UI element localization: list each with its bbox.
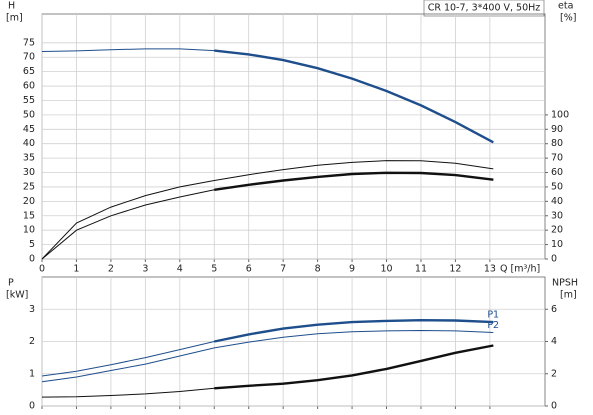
y2-tick-label: 2	[551, 368, 557, 379]
y-tick-label: 0	[29, 401, 35, 412]
x-tick-label: 8	[315, 264, 321, 275]
y2-label: NPSH	[552, 278, 578, 289]
y-tick-label: 20	[23, 196, 35, 207]
y2-tick-label: 90	[551, 124, 563, 135]
curve-emphasis	[214, 344, 494, 390]
y-tick-label: 75	[23, 37, 35, 48]
y-tick-label: 25	[23, 181, 35, 192]
y-tick-label: 35	[23, 153, 35, 164]
x-tick-label: 9	[349, 264, 355, 275]
x-tick-label: 12	[449, 264, 461, 275]
y-tick-label: 30	[23, 167, 35, 178]
x-tick-label: 7	[280, 264, 286, 275]
y2-unit: [%]	[560, 13, 576, 24]
y2-tick-label: 40	[551, 196, 563, 207]
curve	[41, 345, 494, 398]
y-tick-label: 2	[29, 336, 35, 347]
curve-emphasis	[214, 49, 494, 144]
y-label: P	[8, 278, 14, 289]
x-tick-label: 13	[484, 264, 496, 275]
y-tick-label: 60	[23, 81, 35, 92]
y2-tick-label: 6	[551, 304, 557, 315]
y-tick-label: 3	[29, 304, 35, 315]
curve-emphasis	[214, 171, 494, 191]
x-label: Q [m³/h]	[500, 264, 540, 275]
x-tick-label: 2	[108, 264, 114, 275]
y-tick-label: 50	[23, 109, 35, 120]
x-tick-label: 0	[39, 264, 45, 275]
y2-tick-label: 50	[551, 181, 563, 192]
y2-tick-label: 0	[551, 254, 557, 265]
curve-emphasis	[214, 318, 494, 343]
y-tick-label: 55	[23, 95, 35, 106]
y-tick-label: 40	[23, 138, 35, 149]
y2-tick-label: 0	[551, 401, 557, 412]
curve	[41, 160, 494, 260]
y2-unit: [m]	[560, 290, 577, 301]
y2-tick-label: 80	[551, 138, 563, 149]
y-tick-label: 10	[23, 225, 35, 236]
x-tick-label: 5	[211, 264, 217, 275]
curve	[41, 329, 494, 383]
series-label: P2	[487, 320, 499, 331]
title-box	[423, 0, 545, 17]
x-tick-label: 6	[246, 264, 252, 275]
x-tick-label: 10	[380, 264, 392, 275]
chart-title: CR 10-7, 3*400 V, 50Hz	[428, 3, 541, 14]
curve	[41, 48, 494, 143]
y-tick-label: 5	[29, 239, 35, 250]
y-label: H	[8, 1, 15, 12]
y2-tick-label: 4	[551, 336, 557, 347]
y-tick-label: 1	[29, 368, 35, 379]
y-tick-label: 45	[23, 124, 35, 135]
x-tick-label: 3	[142, 264, 148, 275]
y2-tick-label: 30	[551, 210, 563, 221]
y-tick-label: 0	[29, 254, 35, 265]
curve	[41, 319, 494, 377]
y2-tick-label: 20	[551, 225, 563, 236]
y-tick-label: 15	[23, 210, 35, 221]
x-tick-label: 4	[177, 264, 183, 275]
y-unit: [m]	[6, 13, 23, 24]
y2-tick-label: 100	[551, 109, 569, 120]
y2-tick-label: 70	[551, 153, 563, 164]
series-label: P1	[487, 310, 499, 321]
plot-frame	[41, 13, 546, 260]
x-tick-label: 11	[415, 264, 427, 275]
y2-label: eta	[558, 1, 573, 12]
y2-tick-label: 10	[551, 239, 563, 250]
x-tick-label: 1	[73, 264, 79, 275]
y-tick-label: 70	[23, 52, 35, 63]
y-unit: [kW]	[6, 290, 28, 301]
y2-tick-label: 60	[551, 167, 563, 178]
y-tick-label: 65	[23, 66, 35, 77]
